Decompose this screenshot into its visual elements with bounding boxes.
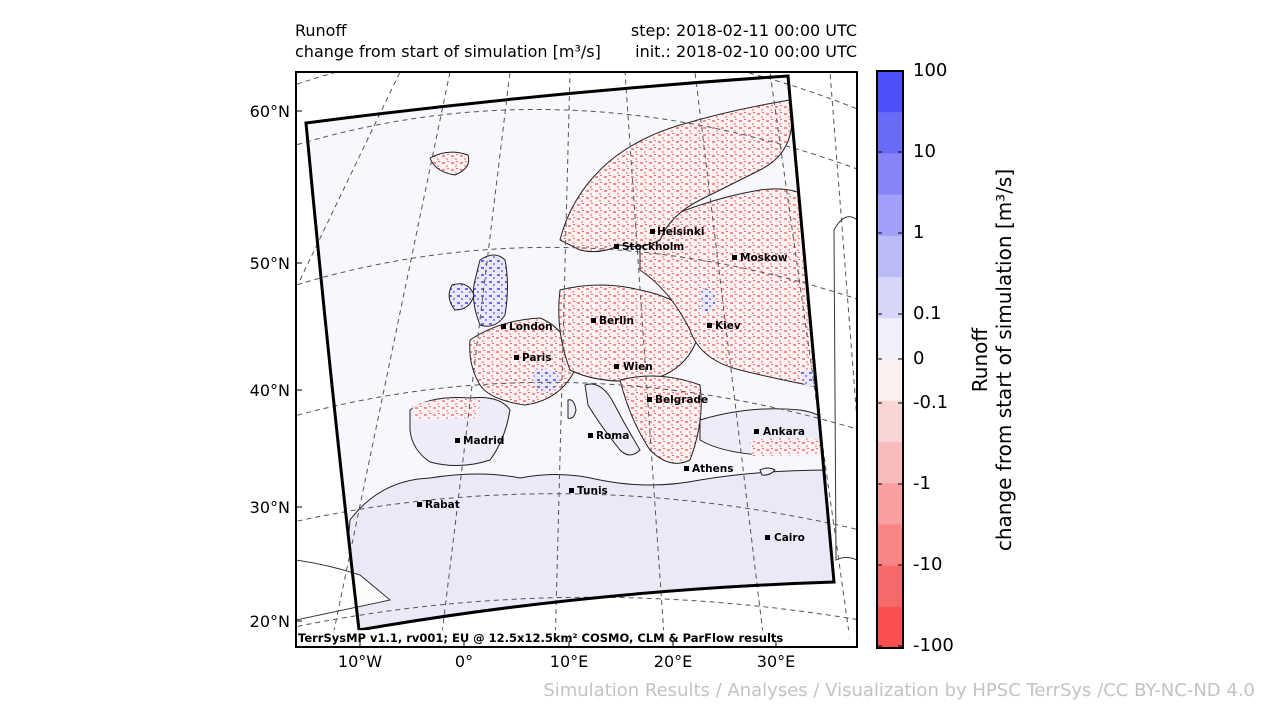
graticule — [296, 72, 857, 647]
svg-text:Helsinki: Helsinki — [657, 226, 704, 238]
city-moskow: Moskow — [732, 252, 788, 264]
colorbar-tick-0.1: 0.1 — [913, 303, 942, 324]
colorbar-segment — [877, 359, 903, 402]
lon-label-0: 0° — [454, 652, 474, 671]
map-frame — [295, 71, 858, 648]
svg-text:Tunis: Tunis — [577, 485, 608, 497]
colorbar-tick-100: 100 — [913, 60, 948, 81]
colorbar-tick-neg1: -1 — [913, 473, 931, 494]
svg-text:Cairo: Cairo — [774, 532, 805, 544]
svg-text:Ankara: Ankara — [763, 426, 805, 438]
colorbar-tick-10: 10 — [913, 141, 936, 162]
svg-text:Kiev: Kiev — [715, 320, 741, 332]
svg-text:Belgrade: Belgrade — [655, 394, 708, 406]
city-madrid: Madrid — [455, 435, 504, 447]
eastern-europe-landmass — [639, 188, 834, 391]
colorbar-segment — [877, 606, 903, 649]
ireland-landmass — [448, 283, 475, 311]
britain-landmass — [472, 254, 508, 327]
city-ankara: Ankara — [754, 426, 805, 438]
city-wien: Wien — [614, 361, 653, 373]
city-helsinki: Helsinki — [650, 226, 704, 238]
balkans-landmass — [619, 375, 702, 464]
domain-outline — [304, 74, 836, 632]
city-athens: Athens — [684, 463, 733, 475]
city-rabat: Rabat — [417, 499, 460, 511]
credit-line: Simulation Results / Analyses / Visualiz… — [543, 680, 1255, 701]
iceland-landmass — [429, 151, 470, 176]
colorbar-segment — [877, 441, 903, 484]
colorbar-label-line2: change from start of simulation [m³/s] — [992, 168, 1016, 552]
map-area: Helsinki Stockholm Moskow London Berlin … — [296, 72, 857, 647]
lon-label-20e: 20°E — [653, 652, 693, 671]
svg-text:Berlin: Berlin — [599, 315, 634, 327]
colorbar — [876, 70, 904, 649]
colorbar-segment — [877, 71, 903, 113]
colorbar-tick-0: 0 — [913, 348, 925, 369]
scandinavia-landmass — [559, 99, 793, 253]
colorbar-segment — [877, 277, 903, 319]
colorbar-tick-1: 1 — [913, 222, 925, 243]
city-paris: Paris — [514, 352, 552, 364]
colorbar-label-line1: Runoff — [968, 327, 992, 393]
lat-label-50n: 50°N — [249, 254, 290, 273]
lat-label-20n: 20°N — [249, 612, 290, 631]
step-time: step: 2018-02-11 00:00 UTC — [630, 21, 857, 40]
svg-text:London: London — [509, 321, 553, 333]
colorbar-tick-neg0.1: -0.1 — [913, 392, 949, 413]
svg-text:Stockholm: Stockholm — [622, 241, 684, 253]
lon-label-10w: 10°W — [337, 652, 383, 671]
colorbar-segment — [877, 194, 903, 237]
colorbar-segment — [877, 565, 903, 608]
colorbar-segment — [877, 483, 903, 525]
italy-landmass — [584, 383, 641, 456]
axis-ticks — [296, 110, 777, 647]
city-berlin: Berlin — [591, 315, 634, 327]
city-kiev: Kiev — [707, 320, 741, 332]
lon-label-30e: 30°E — [756, 652, 796, 671]
svg-text:Wien: Wien — [623, 361, 653, 373]
city-roma: Roma — [588, 430, 629, 442]
city-stockholm: Stockholm — [614, 241, 684, 253]
lat-label-40n: 40°N — [249, 381, 290, 400]
colorbar-segment — [877, 112, 903, 154]
colorbar-segment — [877, 318, 903, 360]
city-cairo: Cairo — [765, 532, 805, 544]
city-belgrade: Belgrade — [647, 394, 708, 406]
colorbar-tick-neg10: -10 — [913, 554, 943, 575]
colorbar-label: Runoff change from start of simulation [… — [968, 169, 1016, 551]
colorbar-tick-neg100: -100 — [913, 635, 954, 656]
map-footer: TerrSysMP v1.1, rv001; EU @ 12.5x12.5km²… — [298, 631, 783, 645]
city-london: London — [501, 321, 553, 333]
colorbar-segment — [877, 524, 903, 567]
colorbar-segment — [877, 153, 903, 196]
colorbar-segment — [877, 400, 903, 443]
city-tunis: Tunis — [569, 485, 608, 497]
city-markers: Helsinki Stockholm Moskow London Berlin … — [417, 226, 805, 544]
variable-title: Runoff — [295, 21, 347, 40]
svg-text:Paris: Paris — [522, 352, 552, 364]
svg-text:Athens: Athens — [692, 463, 733, 475]
colorbar-segment — [877, 235, 903, 278]
svg-text:Madrid: Madrid — [463, 435, 504, 447]
central-europe-landmass — [558, 284, 701, 382]
lat-label-60n: 60°N — [249, 102, 290, 121]
variable-description: change from start of simulation [m³/s] — [295, 42, 601, 61]
lat-label-30n: 30°N — [249, 498, 290, 517]
init-time: init.: 2018-02-10 00:00 UTC — [635, 42, 857, 61]
svg-text:Rabat: Rabat — [425, 499, 460, 511]
lon-label-10e: 10°E — [549, 652, 589, 671]
svg-text:Roma: Roma — [596, 430, 629, 442]
svg-text:Moskow: Moskow — [740, 252, 788, 264]
